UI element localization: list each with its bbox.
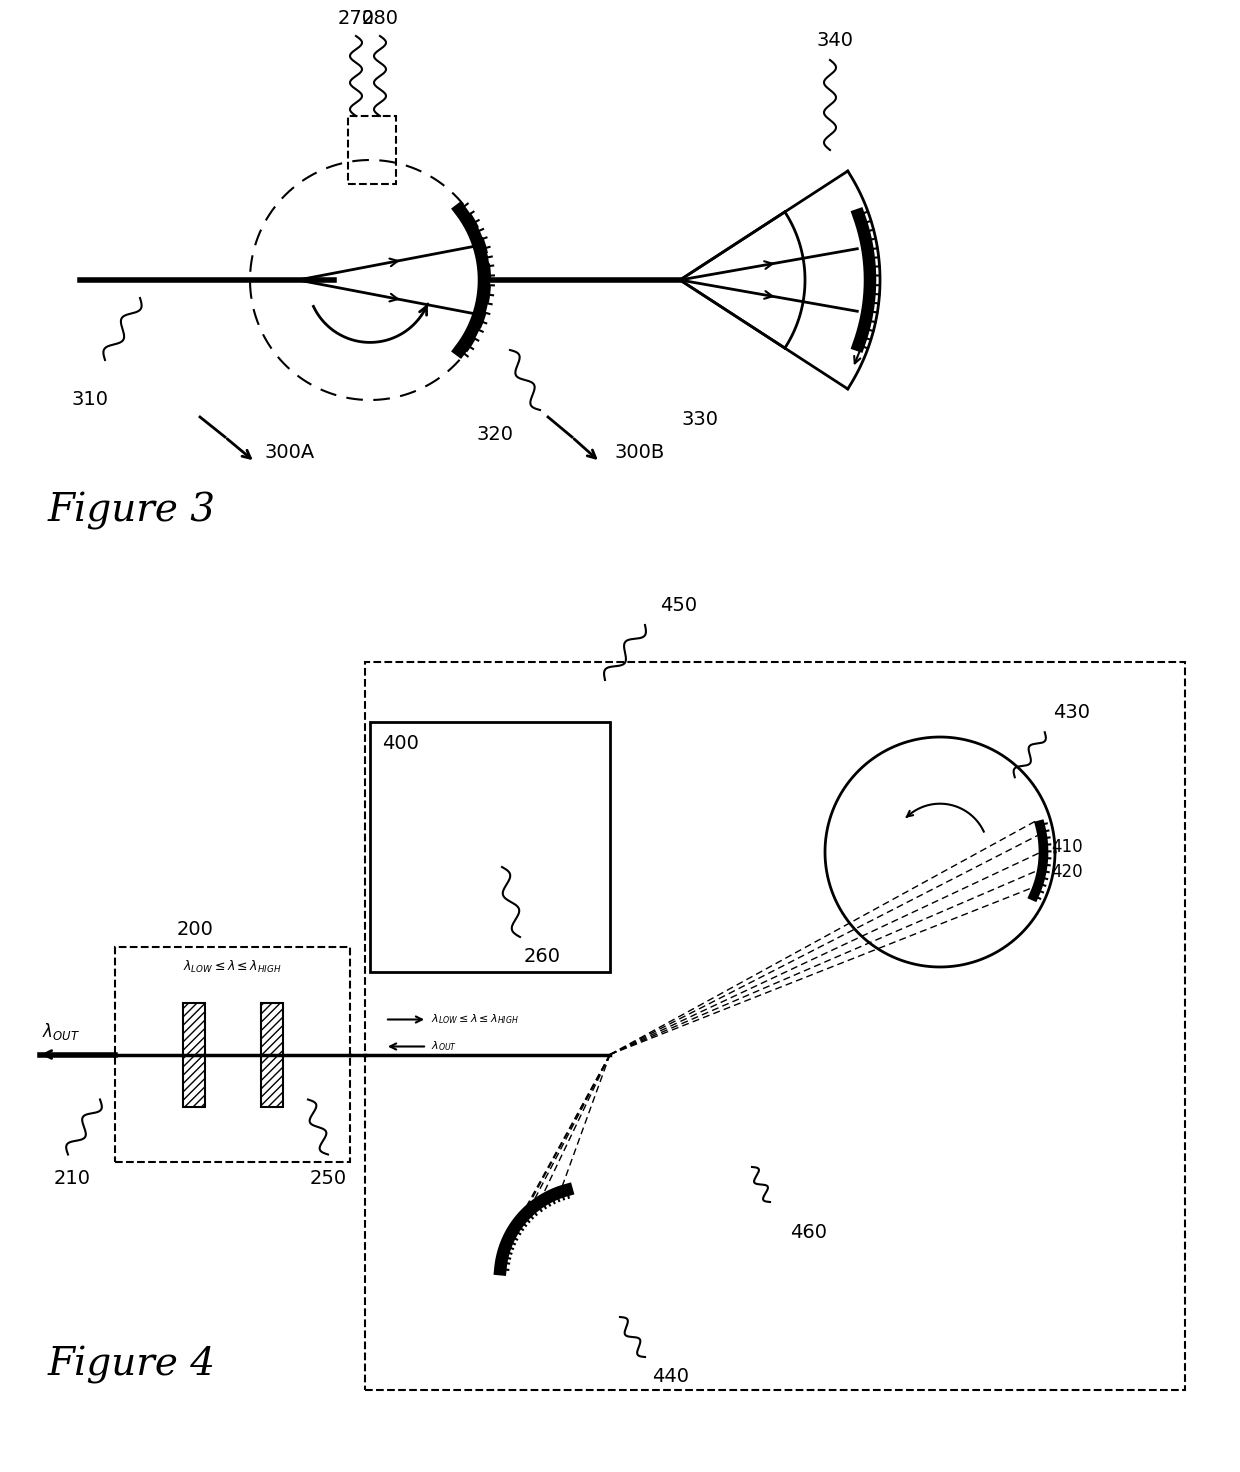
Text: 440: 440 [652,1367,689,1387]
Text: 330: 330 [682,411,718,428]
Text: 200: 200 [176,920,213,939]
Text: 430: 430 [1053,704,1090,723]
Text: $\lambda_{LOW} \leq \lambda \leq \lambda_{HIGH}$: $\lambda_{LOW} \leq \lambda \leq \lambda… [184,958,281,974]
Text: Figure 4: Figure 4 [48,1345,216,1384]
Text: 300A: 300A [265,443,315,462]
Text: 450: 450 [660,596,697,615]
Text: 270: 270 [337,9,374,28]
Text: 210: 210 [53,1169,91,1188]
Text: 400: 400 [382,735,419,754]
Text: 420: 420 [1052,863,1083,882]
Text: 320: 320 [476,425,513,445]
Text: 340: 340 [816,31,853,50]
Text: 250: 250 [310,1169,346,1188]
Text: 260: 260 [525,946,560,966]
Text: $\lambda_{LOW} \leq \lambda \leq \lambda_{HIGH}$: $\lambda_{LOW} \leq \lambda \leq \lambda… [432,1013,518,1026]
Text: 310: 310 [72,390,109,409]
Text: $\lambda_{OUT}$: $\lambda_{OUT}$ [432,1039,458,1054]
Text: Figure 3: Figure 3 [48,492,216,530]
Text: 280: 280 [362,9,398,28]
Text: 300B: 300B [615,443,665,462]
Bar [370,721,610,972]
Text: 410: 410 [1052,838,1083,857]
Text: 460: 460 [790,1223,827,1241]
Bar [365,662,1185,1390]
Bar [260,1002,283,1107]
Bar [348,116,396,184]
Bar [115,946,350,1161]
Text: $\lambda_{OUT}$: $\lambda_{OUT}$ [42,1022,81,1042]
Bar [182,1002,205,1107]
